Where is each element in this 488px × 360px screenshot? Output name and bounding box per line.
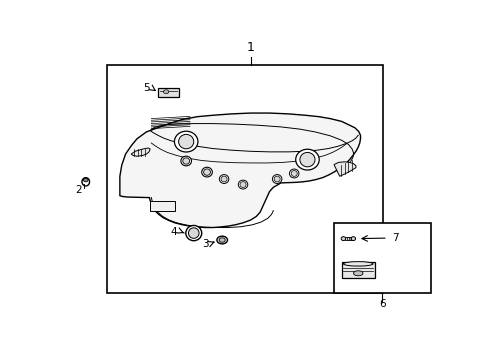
- Ellipse shape: [353, 271, 362, 276]
- Ellipse shape: [350, 237, 355, 240]
- Ellipse shape: [202, 167, 212, 177]
- Ellipse shape: [299, 152, 314, 167]
- Ellipse shape: [238, 180, 247, 189]
- Ellipse shape: [343, 262, 372, 266]
- Ellipse shape: [295, 149, 319, 170]
- Ellipse shape: [289, 169, 298, 178]
- Polygon shape: [150, 201, 175, 211]
- Bar: [106, 66, 383, 293]
- Text: 7: 7: [391, 233, 398, 243]
- Circle shape: [219, 238, 225, 242]
- Ellipse shape: [188, 228, 199, 238]
- Bar: [341, 262, 374, 278]
- Ellipse shape: [174, 131, 198, 152]
- Polygon shape: [131, 148, 150, 156]
- Text: 2: 2: [76, 185, 82, 195]
- Bar: [158, 89, 178, 97]
- Ellipse shape: [219, 175, 228, 184]
- Polygon shape: [120, 113, 360, 228]
- Ellipse shape: [181, 156, 191, 166]
- Ellipse shape: [203, 169, 210, 175]
- Ellipse shape: [82, 177, 89, 186]
- Ellipse shape: [221, 176, 226, 182]
- Ellipse shape: [290, 171, 297, 176]
- Ellipse shape: [178, 134, 193, 149]
- Ellipse shape: [163, 90, 168, 94]
- Circle shape: [83, 179, 88, 182]
- Ellipse shape: [341, 237, 345, 240]
- Polygon shape: [333, 162, 355, 176]
- Bar: [344, 237, 353, 240]
- Text: 6: 6: [378, 299, 385, 309]
- Ellipse shape: [183, 158, 189, 164]
- Ellipse shape: [185, 225, 202, 241]
- Ellipse shape: [240, 182, 245, 188]
- Text: 3: 3: [202, 239, 209, 249]
- Ellipse shape: [272, 175, 281, 184]
- Bar: [333, 223, 430, 293]
- Text: 4: 4: [170, 227, 177, 237]
- Circle shape: [217, 236, 227, 244]
- Text: 1: 1: [246, 41, 254, 54]
- Text: 5: 5: [143, 83, 149, 93]
- Ellipse shape: [274, 176, 280, 182]
